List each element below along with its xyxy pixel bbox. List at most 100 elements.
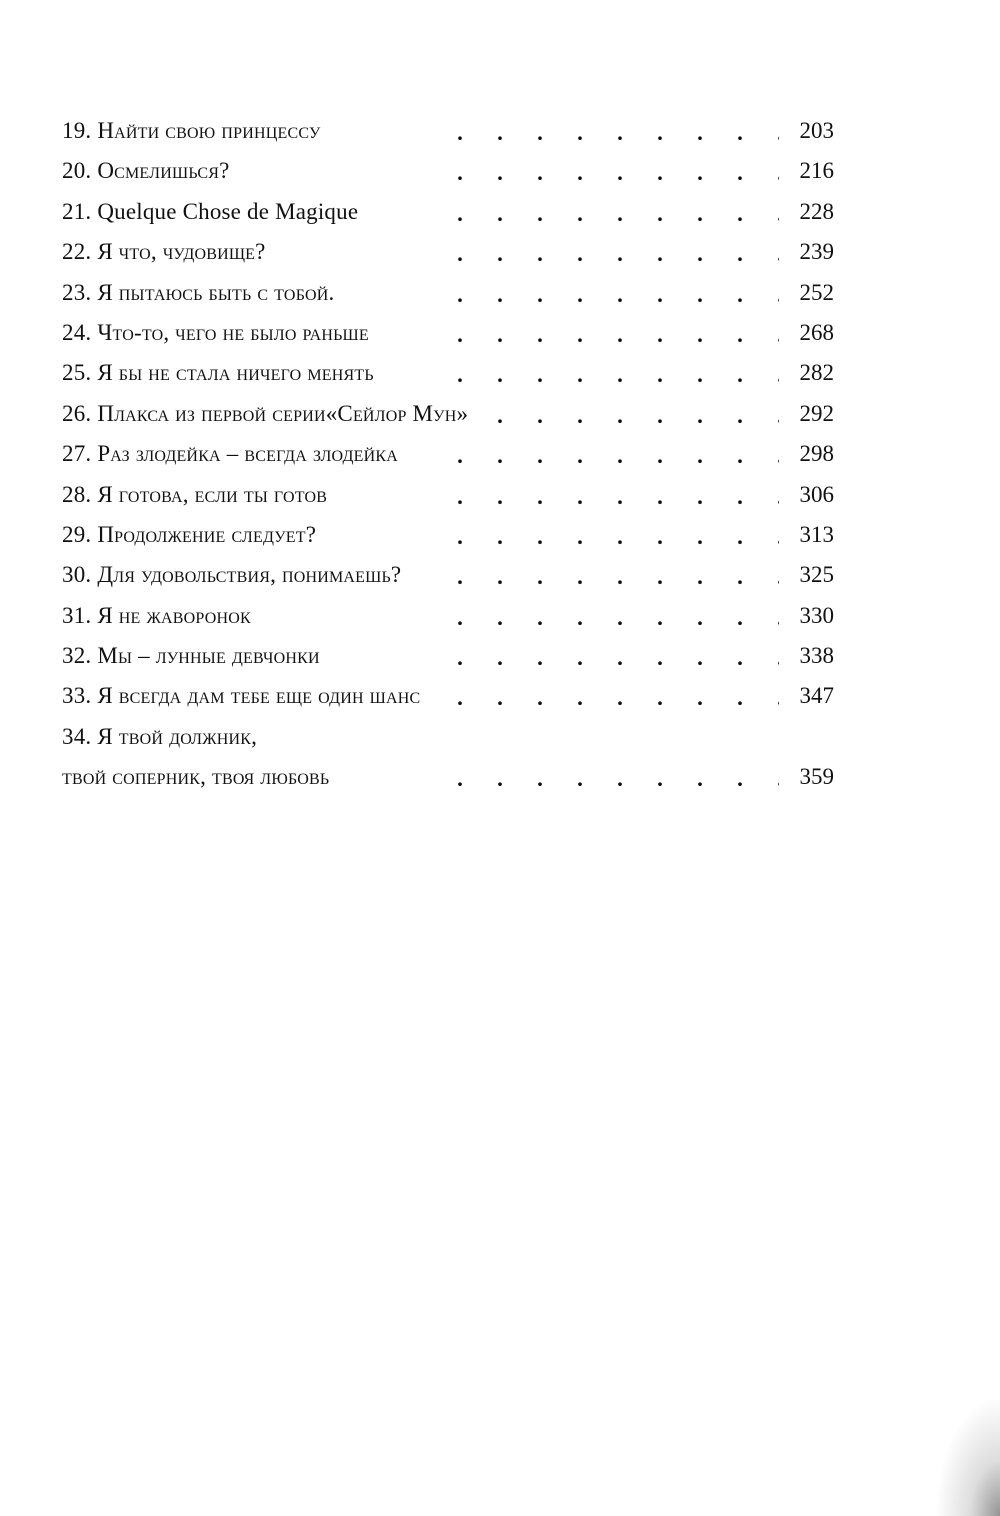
entry-title: 22. Я что, чудовище? <box>62 239 276 265</box>
chapter-number: 30. <box>62 562 92 588</box>
page-number: 252 <box>799 279 835 305</box>
dot-leader <box>62 757 779 798</box>
toc-entry[interactable]: твой соперник, твоя любовь 359 <box>62 757 835 798</box>
toc-entry[interactable]: 29. Продолжение следует? 313 <box>62 514 835 556</box>
chapter-title: Для удовольствия, понимаешь? <box>97 562 402 588</box>
dot-leader <box>62 272 779 313</box>
chapter-title: Я всегда дам тебе еще один шанс <box>97 683 421 709</box>
page-number: 330 <box>799 602 835 628</box>
page-number: 292 <box>799 400 835 426</box>
toc-entry[interactable]: 19. Найти свою принцессу 203 <box>62 111 835 152</box>
entry-title: 28. Я готова, если ты готов <box>62 481 338 507</box>
dot-leader <box>62 232 779 273</box>
chapter-title: Я готова, если ты готов <box>97 481 328 507</box>
entry-title: твой соперник, твоя любовь <box>62 764 340 790</box>
chapter-number: 23. <box>62 279 92 305</box>
toc-entry[interactable]: 27. Раз злодейка – всегда злодейка 298 <box>62 434 835 475</box>
entry-title: 33. Я всегда дам тебе еще один шанс <box>62 683 431 709</box>
chapter-number: 22. <box>62 239 92 265</box>
page-number: 347 <box>799 683 835 709</box>
toc-entry[interactable]: 23. Я пытаюсь быть с тобой. 252 <box>62 272 835 313</box>
page-number: 325 <box>799 562 835 588</box>
page-number: 282 <box>799 360 835 386</box>
chapter-number: 20. <box>62 158 92 184</box>
page-number: 313 <box>799 521 835 547</box>
dot-leader <box>62 474 779 515</box>
page-number: 359 <box>799 764 835 790</box>
entry-title: 25. Я бы не стала ничего менять <box>62 360 384 386</box>
entry-title: 21. Quelque Chose de Magique <box>62 198 369 224</box>
chapter-title: Я не жаворонок <box>97 602 251 628</box>
chapter-title: Раз злодейка – всегда злодейка <box>97 441 398 467</box>
chapter-title: Я что, чудовище? <box>97 239 266 265</box>
toc-entry[interactable]: 21. Quelque Chose de Magique 228 <box>62 191 835 233</box>
dot-leader <box>62 555 779 596</box>
chapter-title: Плакса из первой серии«Сейлор Мун» <box>97 400 469 426</box>
chapter-number: 26. <box>62 400 92 426</box>
toc-entry[interactable]: 31. Я не жаворонок 330 <box>62 595 835 637</box>
dot-leader <box>62 151 779 192</box>
page-number: 216 <box>799 158 835 184</box>
chapter-number: 19. <box>62 118 92 143</box>
dot-leader <box>62 111 779 152</box>
dot-leader <box>62 636 779 677</box>
toc-entry[interactable]: 22. Я что, чудовище? 239 <box>62 232 835 273</box>
dot-leader <box>62 595 779 637</box>
toc-entry[interactable]: 26. Плакса из первой серии«Сейлор Мун» 29… <box>62 393 835 435</box>
entry-title: 19. Найти свою принцессу <box>62 118 331 143</box>
entry-title: 30. Для удовольствия, понимаешь? <box>62 562 412 588</box>
chapter-number: 21. <box>62 198 92 224</box>
toc-entry[interactable]: 24. Что-то, чего не было раньше 268 <box>62 312 834 354</box>
toc-entry[interactable]: 32. Мы – лунные девчонки 338 <box>62 636 835 677</box>
page-number: 298 <box>799 441 835 467</box>
chapter-number: 24. <box>62 319 92 345</box>
page-number: 239 <box>799 239 835 265</box>
dot-leader <box>62 514 779 556</box>
scan-smudge <box>930 1386 1000 1516</box>
chapter-number: 34. <box>62 723 92 749</box>
chapter-title: Я бы не стала ничего менять <box>97 360 374 386</box>
chapter-title: Продолжение следует? <box>97 521 317 547</box>
entry-title: 23. Я пытаюсь быть с тобой. <box>62 279 345 305</box>
toc-entry[interactable]: 20. Осмелишься? 216 <box>62 151 835 192</box>
chapter-title: Что-то, чего не было раньше <box>97 319 369 345</box>
dot-leader <box>62 312 779 354</box>
chapter-number: 32. <box>62 643 92 669</box>
toc-entry[interactable]: 33. Я всегда дам тебе еще один шанс 347 <box>62 676 835 717</box>
toc-entry[interactable]: 28. Я готова, если ты готов 306 <box>62 474 835 515</box>
table-of-contents: 19. Найти свою принцессу 203 20. Осмелишьс… <box>62 111 834 798</box>
page-number: 338 <box>799 643 835 669</box>
chapter-title: Quelque Chose de Magique <box>97 198 359 224</box>
entry-title: 32. Мы – лунные девчонки <box>62 643 330 669</box>
entry-title: 31. Я не жаворонок <box>62 602 261 628</box>
dot-leader <box>62 676 779 717</box>
chapter-number: 31. <box>62 602 92 628</box>
chapter-title: Найти свою принцессу <box>97 118 321 143</box>
dot-leader <box>62 353 779 394</box>
chapter-title: твой соперник, твоя любовь <box>62 764 330 790</box>
entry-title: 34. Я твой должник, <box>62 723 268 749</box>
toc-entry[interactable]: 25. Я бы не стала ничего менять 282 <box>62 353 835 394</box>
dot-leader <box>62 191 779 233</box>
toc-entry[interactable]: 34. Я твой должник, <box>62 717 834 757</box>
chapter-title: Я твой должник, <box>97 723 258 749</box>
chapter-title: Я пытаюсь быть с тобой. <box>97 279 335 305</box>
entry-title: 20. Осмелишься? <box>62 158 240 184</box>
page-number: 306 <box>799 481 835 507</box>
chapter-number: 27. <box>62 441 92 467</box>
page-number: 228 <box>799 198 835 224</box>
chapter-number: 33. <box>62 683 92 709</box>
chapter-title: Мы – лунные девчонки <box>97 643 320 669</box>
chapter-number: 25. <box>62 360 92 386</box>
chapter-title: Осмелишься? <box>97 158 230 184</box>
toc-entry[interactable]: 30. Для удовольствия, понимаешь? 325 <box>62 555 835 596</box>
chapter-number: 28. <box>62 481 92 507</box>
dot-leader <box>62 434 779 475</box>
page-number: 203 <box>799 118 835 143</box>
entry-title: 29. Продолжение следует? <box>62 521 327 547</box>
chapter-number: 29. <box>62 521 92 547</box>
entry-title: 24. Что-то, чего не было раньше <box>62 319 379 345</box>
entry-title: 26. Плакса из первой серии«Сейлор Мун» <box>62 400 479 426</box>
entry-title: 27. Раз злодейка – всегда злодейка <box>62 441 408 467</box>
dot-leader <box>62 393 779 435</box>
